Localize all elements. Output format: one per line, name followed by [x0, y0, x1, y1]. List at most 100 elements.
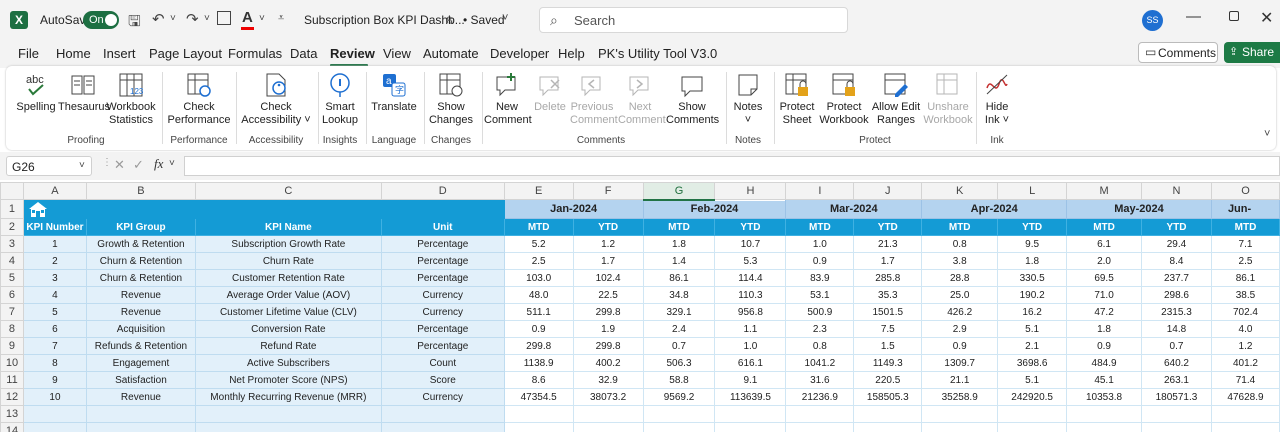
minimize-icon[interactable]: —: [1186, 8, 1201, 25]
value-cell[interactable]: 0.9: [1066, 337, 1142, 355]
row-header[interactable]: 8: [0, 320, 24, 338]
kpi-name-cell[interactable]: Subscription Growth Rate: [194, 235, 382, 253]
value-cell[interactable]: 110.3: [714, 286, 787, 304]
kpi-name-cell[interactable]: Monthly Recurring Revenue (MRR): [194, 388, 382, 406]
font-color-icon[interactable]: A: [242, 9, 253, 26]
value-cell[interactable]: 484.9: [1066, 354, 1142, 372]
unshare-workbook-button[interactable]: Unshare Workbook: [922, 70, 974, 127]
value-cell[interactable]: 71.4: [1210, 371, 1280, 389]
value-cell[interactable]: 9569.2: [642, 388, 716, 406]
kpi-number-cell[interactable]: 3: [22, 269, 87, 287]
empty-cell[interactable]: [714, 405, 787, 423]
column-header-b[interactable]: B: [85, 182, 196, 200]
unit-cell[interactable]: Percentage: [380, 269, 505, 287]
share-button[interactable]: ⇪ Share: [1224, 42, 1280, 63]
value-cell[interactable]: 5.1: [997, 320, 1068, 338]
empty-cell[interactable]: [997, 405, 1068, 423]
value-cell[interactable]: 956.8: [714, 303, 787, 321]
value-cell[interactable]: 21.3: [853, 235, 923, 253]
value-cell[interactable]: 48.0: [503, 286, 574, 304]
tab-pk-utility-tool[interactable]: PK's Utility Tool V3.0: [598, 46, 718, 61]
value-cell[interactable]: 0.9: [503, 320, 574, 338]
value-cell[interactable]: 16.2: [997, 303, 1068, 321]
empty-cell[interactable]: [380, 422, 505, 432]
row-header[interactable]: 10: [0, 354, 24, 372]
value-cell[interactable]: 1501.5: [853, 303, 923, 321]
value-cell[interactable]: 511.1: [503, 303, 574, 321]
value-cell[interactable]: 28.8: [921, 269, 999, 287]
kpi-group-cell[interactable]: Revenue: [85, 303, 196, 321]
value-cell[interactable]: 58.8: [642, 371, 716, 389]
kpi-group-cell[interactable]: Churn & Retention: [85, 269, 196, 287]
column-header-l[interactable]: L: [997, 182, 1068, 200]
allow-edit-ranges-button[interactable]: Allow Edit Ranges: [870, 70, 922, 127]
value-cell[interactable]: 1.8: [642, 235, 716, 253]
value-cell[interactable]: 32.9: [572, 371, 644, 389]
empty-cell[interactable]: [921, 422, 999, 432]
kpi-number-cell[interactable]: 5: [22, 303, 87, 321]
value-cell[interactable]: 34.8: [642, 286, 716, 304]
empty-cell[interactable]: [642, 405, 716, 423]
value-cell[interactable]: 401.2: [1210, 354, 1280, 372]
value-cell[interactable]: 31.6: [785, 371, 855, 389]
unit-cell[interactable]: Percentage: [380, 320, 505, 338]
kpi-group-cell[interactable]: Acquisition: [85, 320, 196, 338]
row-header[interactable]: 4: [0, 252, 24, 270]
kpi-name-cell[interactable]: Churn Rate: [194, 252, 382, 270]
value-cell[interactable]: 45.1: [1066, 371, 1142, 389]
value-cell[interactable]: 0.8: [921, 235, 999, 253]
value-cell[interactable]: 330.5: [997, 269, 1068, 287]
value-cell[interactable]: 35.3: [853, 286, 923, 304]
unit-cell[interactable]: Percentage: [380, 252, 505, 270]
empty-cell[interactable]: [997, 422, 1068, 432]
value-cell[interactable]: 102.4: [572, 269, 644, 287]
value-cell[interactable]: 10.7: [714, 235, 787, 253]
value-cell[interactable]: 1.8: [997, 252, 1068, 270]
value-cell[interactable]: 47354.5: [503, 388, 574, 406]
kpi-group-cell[interactable]: Growth & Retention: [85, 235, 196, 253]
column-header-o[interactable]: O: [1210, 182, 1280, 200]
select-all-corner[interactable]: [0, 182, 24, 200]
column-header-f[interactable]: F: [572, 182, 644, 200]
value-cell[interactable]: 83.9: [785, 269, 855, 287]
value-cell[interactable]: 702.4: [1210, 303, 1280, 321]
kpi-group-cell[interactable]: Churn & Retention: [85, 252, 196, 270]
value-cell[interactable]: 299.8: [503, 337, 574, 355]
row-header[interactable]: 7: [0, 303, 24, 321]
value-cell[interactable]: 158505.3: [853, 388, 923, 406]
value-cell[interactable]: 299.8: [572, 337, 644, 355]
customize-qat-icon[interactable]: ⩡: [278, 12, 285, 24]
column-header-n[interactable]: N: [1141, 182, 1212, 200]
spelling-button[interactable]: abc Spelling: [14, 70, 58, 114]
borders-icon[interactable]: [217, 11, 231, 25]
value-cell[interactable]: 53.1: [785, 286, 855, 304]
check-accessibility-button[interactable]: Check Accessibility ˅: [240, 70, 312, 127]
value-cell[interactable]: 1.0: [714, 337, 787, 355]
kpi-name-cell[interactable]: Net Promoter Score (NPS): [194, 371, 382, 389]
value-cell[interactable]: 237.7: [1141, 269, 1212, 287]
empty-cell[interactable]: [1141, 422, 1212, 432]
value-cell[interactable]: 1.2: [1210, 337, 1280, 355]
value-cell[interactable]: 0.8: [785, 337, 855, 355]
value-cell[interactable]: 5.3: [714, 252, 787, 270]
value-cell[interactable]: 1041.2: [785, 354, 855, 372]
kpi-name-cell[interactable]: Average Order Value (AOV): [194, 286, 382, 304]
mtd-label[interactable]: MTD: [503, 218, 574, 236]
tab-page-layout[interactable]: Page Layout: [149, 46, 223, 61]
mtd-label[interactable]: MTD: [921, 218, 999, 236]
value-cell[interactable]: 285.8: [853, 269, 923, 287]
value-cell[interactable]: 3698.6: [997, 354, 1068, 372]
value-cell[interactable]: 1.0: [785, 235, 855, 253]
empty-cell[interactable]: [194, 405, 382, 423]
value-cell[interactable]: 190.2: [997, 286, 1068, 304]
share-people-icon[interactable]: ጸ: [446, 12, 454, 26]
value-cell[interactable]: 29.4: [1141, 235, 1212, 253]
home-icon[interactable]: [27, 200, 49, 218]
kpi-number-cell[interactable]: 6: [22, 320, 87, 338]
unit-cell[interactable]: Percentage: [380, 337, 505, 355]
enter-icon[interactable]: ✓: [133, 157, 144, 172]
collapse-ribbon-icon[interactable]: ˅: [1264, 128, 1271, 140]
delete-comment-button[interactable]: Delete: [532, 70, 568, 114]
row-header[interactable]: 9: [0, 337, 24, 355]
